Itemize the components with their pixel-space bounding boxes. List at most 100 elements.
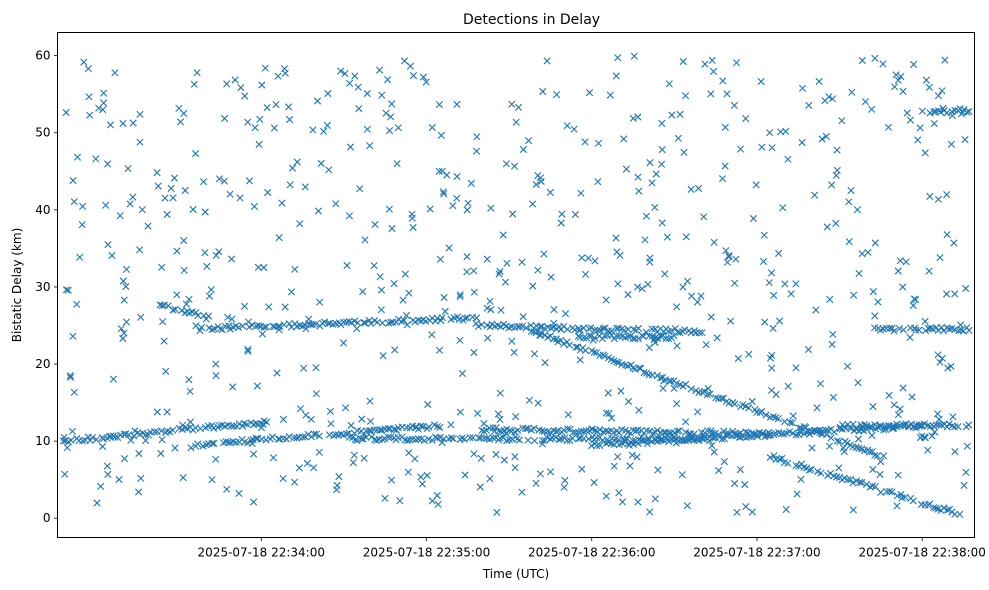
detection-point: [162, 367, 170, 375]
detection-point: [939, 104, 947, 112]
detection-point: [480, 434, 488, 442]
detection-point: [865, 448, 874, 456]
detection-point: [706, 390, 714, 398]
detection-point: [679, 283, 687, 291]
detection-point: [390, 280, 398, 288]
detection-point: [930, 504, 938, 512]
detection-point: [256, 115, 264, 123]
detection-point: [405, 449, 413, 457]
detection-point: [659, 384, 667, 392]
detection-point: [532, 180, 540, 189]
detection-point: [681, 326, 689, 334]
detection-point: [380, 435, 389, 443]
detection-point: [360, 319, 368, 327]
detection-point: [136, 110, 144, 118]
detection-point: [911, 324, 919, 332]
detection-point: [208, 476, 216, 484]
detection-point: [639, 437, 648, 445]
detection-point: [487, 204, 495, 212]
y-tick-label: 10: [35, 434, 50, 448]
detection-point: [519, 313, 527, 321]
chart-title: Detections in Delay: [463, 12, 600, 28]
detection-point: [786, 418, 794, 427]
detection-point: [275, 234, 283, 242]
detection-point: [484, 334, 492, 342]
detection-point: [869, 288, 877, 296]
detection-point: [473, 133, 481, 141]
detection-point: [594, 326, 602, 334]
detection-point: [343, 261, 351, 270]
detection-point: [789, 429, 797, 437]
detection-point: [159, 318, 167, 326]
detection-point: [346, 143, 355, 151]
detection-point: [962, 284, 970, 293]
detection-point: [530, 424, 538, 432]
detection-point: [634, 324, 643, 332]
detection-point: [215, 248, 223, 256]
detection-point: [456, 408, 464, 416]
detection-point: [70, 198, 78, 206]
detection-point: [403, 437, 412, 445]
detection-point: [428, 123, 436, 132]
detection-point: [295, 464, 303, 472]
detection-point: [119, 334, 127, 343]
detection-point: [683, 277, 692, 285]
detection-point: [823, 223, 831, 231]
detection-point: [884, 422, 892, 430]
detection-point: [424, 400, 432, 409]
detection-point: [299, 433, 307, 441]
detection-point: [522, 324, 530, 332]
detection-point: [765, 279, 773, 287]
detection-point: [845, 238, 853, 246]
detection-point: [310, 464, 318, 472]
detection-point: [388, 100, 396, 108]
detection-point: [836, 437, 844, 446]
detection-point: [882, 422, 890, 430]
detection-point: [456, 336, 464, 344]
detection-point: [270, 124, 278, 132]
detection-point: [638, 285, 646, 293]
detection-point: [792, 280, 800, 288]
detection-point: [894, 411, 902, 419]
detection-point: [544, 428, 552, 436]
detection-point: [492, 450, 500, 459]
detection-point: [812, 306, 820, 314]
detection-point: [718, 175, 727, 183]
detection-point: [560, 340, 568, 348]
detection-point: [937, 108, 945, 116]
detection-point: [569, 428, 577, 436]
detection-point: [840, 474, 848, 482]
detection-point: [433, 491, 441, 500]
detection-point: [405, 289, 413, 297]
detection-point: [698, 388, 706, 396]
detection-point: [240, 302, 249, 310]
detection-point: [518, 258, 526, 266]
detection-point: [313, 97, 322, 105]
detection-point: [115, 475, 123, 484]
detection-point: [203, 262, 211, 270]
detection-point: [550, 306, 558, 314]
detection-point: [925, 267, 933, 275]
detection-point: [223, 485, 231, 493]
detection-point: [572, 428, 580, 437]
detection-point: [207, 286, 215, 294]
detection-point: [136, 246, 144, 254]
detection-point: [768, 364, 776, 372]
detection-point: [204, 312, 213, 320]
detection-point: [614, 54, 622, 62]
detection-point: [702, 341, 710, 349]
detection-point: [604, 389, 612, 397]
detection-point: [668, 111, 676, 119]
detection-point: [813, 404, 821, 412]
detection-point: [120, 329, 128, 337]
detection-point: [333, 481, 341, 489]
detection-point: [325, 166, 333, 174]
detection-point: [956, 510, 964, 518]
detection-point: [557, 219, 565, 227]
detection-point: [122, 318, 131, 326]
detection-point: [250, 498, 258, 506]
detection-point: [61, 470, 69, 478]
detection-point: [387, 318, 395, 326]
detection-point: [546, 428, 554, 436]
